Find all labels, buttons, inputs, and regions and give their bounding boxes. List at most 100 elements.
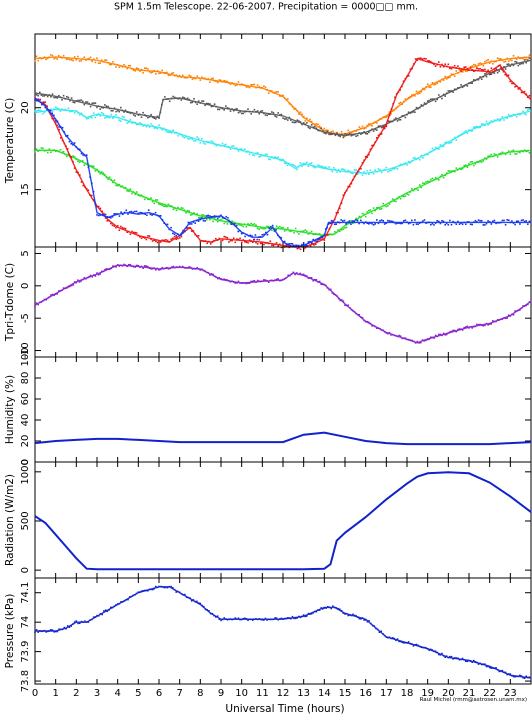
data-point bbox=[46, 297, 49, 300]
data-point bbox=[142, 72, 144, 74]
data-point bbox=[468, 162, 470, 165]
data-point bbox=[314, 123, 316, 126]
data-point bbox=[139, 266, 141, 268]
data-point bbox=[330, 233, 332, 236]
data-point bbox=[471, 65, 473, 67]
data-point bbox=[201, 217, 203, 219]
data-point bbox=[293, 231, 295, 234]
data-point bbox=[113, 213, 115, 215]
data-point bbox=[345, 226, 348, 229]
data-point bbox=[406, 75, 408, 78]
data-point bbox=[360, 172, 362, 174]
data-point bbox=[273, 230, 276, 232]
data-point bbox=[522, 62, 524, 65]
data-point bbox=[469, 660, 472, 662]
data-point bbox=[447, 170, 450, 172]
data-point bbox=[73, 281, 76, 283]
x-tick-label: 16 bbox=[359, 688, 372, 699]
data-point bbox=[416, 59, 419, 61]
data-point bbox=[204, 143, 206, 145]
data-point bbox=[185, 212, 187, 214]
data-point bbox=[145, 67, 148, 70]
data-point bbox=[163, 586, 165, 589]
data-point bbox=[132, 594, 134, 597]
data-point bbox=[107, 116, 109, 118]
data-point bbox=[301, 273, 303, 276]
data-point bbox=[409, 339, 412, 341]
data-point bbox=[89, 619, 91, 621]
data-point bbox=[372, 122, 375, 124]
data-point bbox=[245, 282, 248, 285]
data-point bbox=[528, 676, 531, 679]
data-point bbox=[110, 267, 113, 270]
data-point bbox=[156, 115, 159, 118]
data-point bbox=[496, 71, 499, 74]
data-point bbox=[477, 126, 480, 129]
data-point bbox=[110, 222, 112, 225]
data-point bbox=[269, 113, 272, 115]
data-point bbox=[201, 100, 203, 102]
x-tick-label: 2 bbox=[73, 688, 79, 699]
data-point bbox=[134, 210, 136, 213]
data-point bbox=[458, 67, 461, 70]
data-point bbox=[192, 221, 195, 223]
data-point bbox=[496, 222, 499, 224]
data-point bbox=[118, 110, 121, 113]
data-point bbox=[151, 214, 153, 216]
data-point bbox=[436, 82, 438, 84]
data-point bbox=[124, 186, 127, 189]
data-point bbox=[506, 317, 508, 319]
data-point bbox=[91, 102, 93, 105]
data-point bbox=[66, 109, 68, 112]
data-point bbox=[121, 115, 124, 118]
data-point bbox=[272, 280, 275, 282]
data-point bbox=[236, 618, 238, 620]
data-point bbox=[193, 212, 195, 214]
data-point bbox=[461, 223, 464, 226]
y-tick-label: 20 bbox=[20, 435, 31, 448]
data-point bbox=[296, 272, 298, 274]
data-point bbox=[264, 227, 267, 230]
data-point bbox=[514, 114, 516, 116]
data-point bbox=[135, 264, 138, 267]
data-point bbox=[39, 109, 41, 112]
data-point bbox=[180, 207, 183, 209]
data-point bbox=[517, 56, 520, 58]
data-point bbox=[356, 219, 359, 222]
data-point bbox=[304, 229, 307, 231]
data-point bbox=[307, 165, 310, 168]
data-point bbox=[304, 123, 307, 126]
data-point bbox=[433, 337, 435, 339]
data-point bbox=[488, 122, 491, 125]
data-point bbox=[341, 133, 343, 136]
data-point bbox=[282, 226, 284, 229]
data-point bbox=[346, 221, 349, 224]
data-point bbox=[282, 244, 284, 247]
data-point bbox=[371, 128, 373, 130]
data-point bbox=[473, 164, 475, 167]
data-point bbox=[453, 221, 456, 224]
data-point bbox=[306, 275, 308, 277]
data-point bbox=[387, 205, 389, 207]
data-point bbox=[77, 171, 79, 174]
data-point bbox=[379, 133, 381, 135]
data-point bbox=[361, 162, 364, 164]
data-point bbox=[223, 235, 225, 238]
data-point bbox=[158, 117, 160, 119]
data-point bbox=[145, 589, 148, 592]
data-point bbox=[487, 59, 489, 61]
data-point bbox=[69, 285, 71, 288]
data-point bbox=[245, 226, 248, 228]
data-point bbox=[283, 97, 286, 99]
data-point bbox=[480, 123, 483, 125]
data-point bbox=[128, 65, 130, 67]
data-point bbox=[207, 214, 210, 217]
data-point bbox=[380, 329, 383, 331]
data-point bbox=[126, 231, 128, 233]
data-point bbox=[218, 216, 221, 218]
data-point bbox=[170, 205, 173, 207]
data-point bbox=[97, 105, 100, 107]
data-point bbox=[507, 113, 510, 116]
data-point bbox=[183, 209, 186, 211]
data-point bbox=[263, 233, 265, 236]
